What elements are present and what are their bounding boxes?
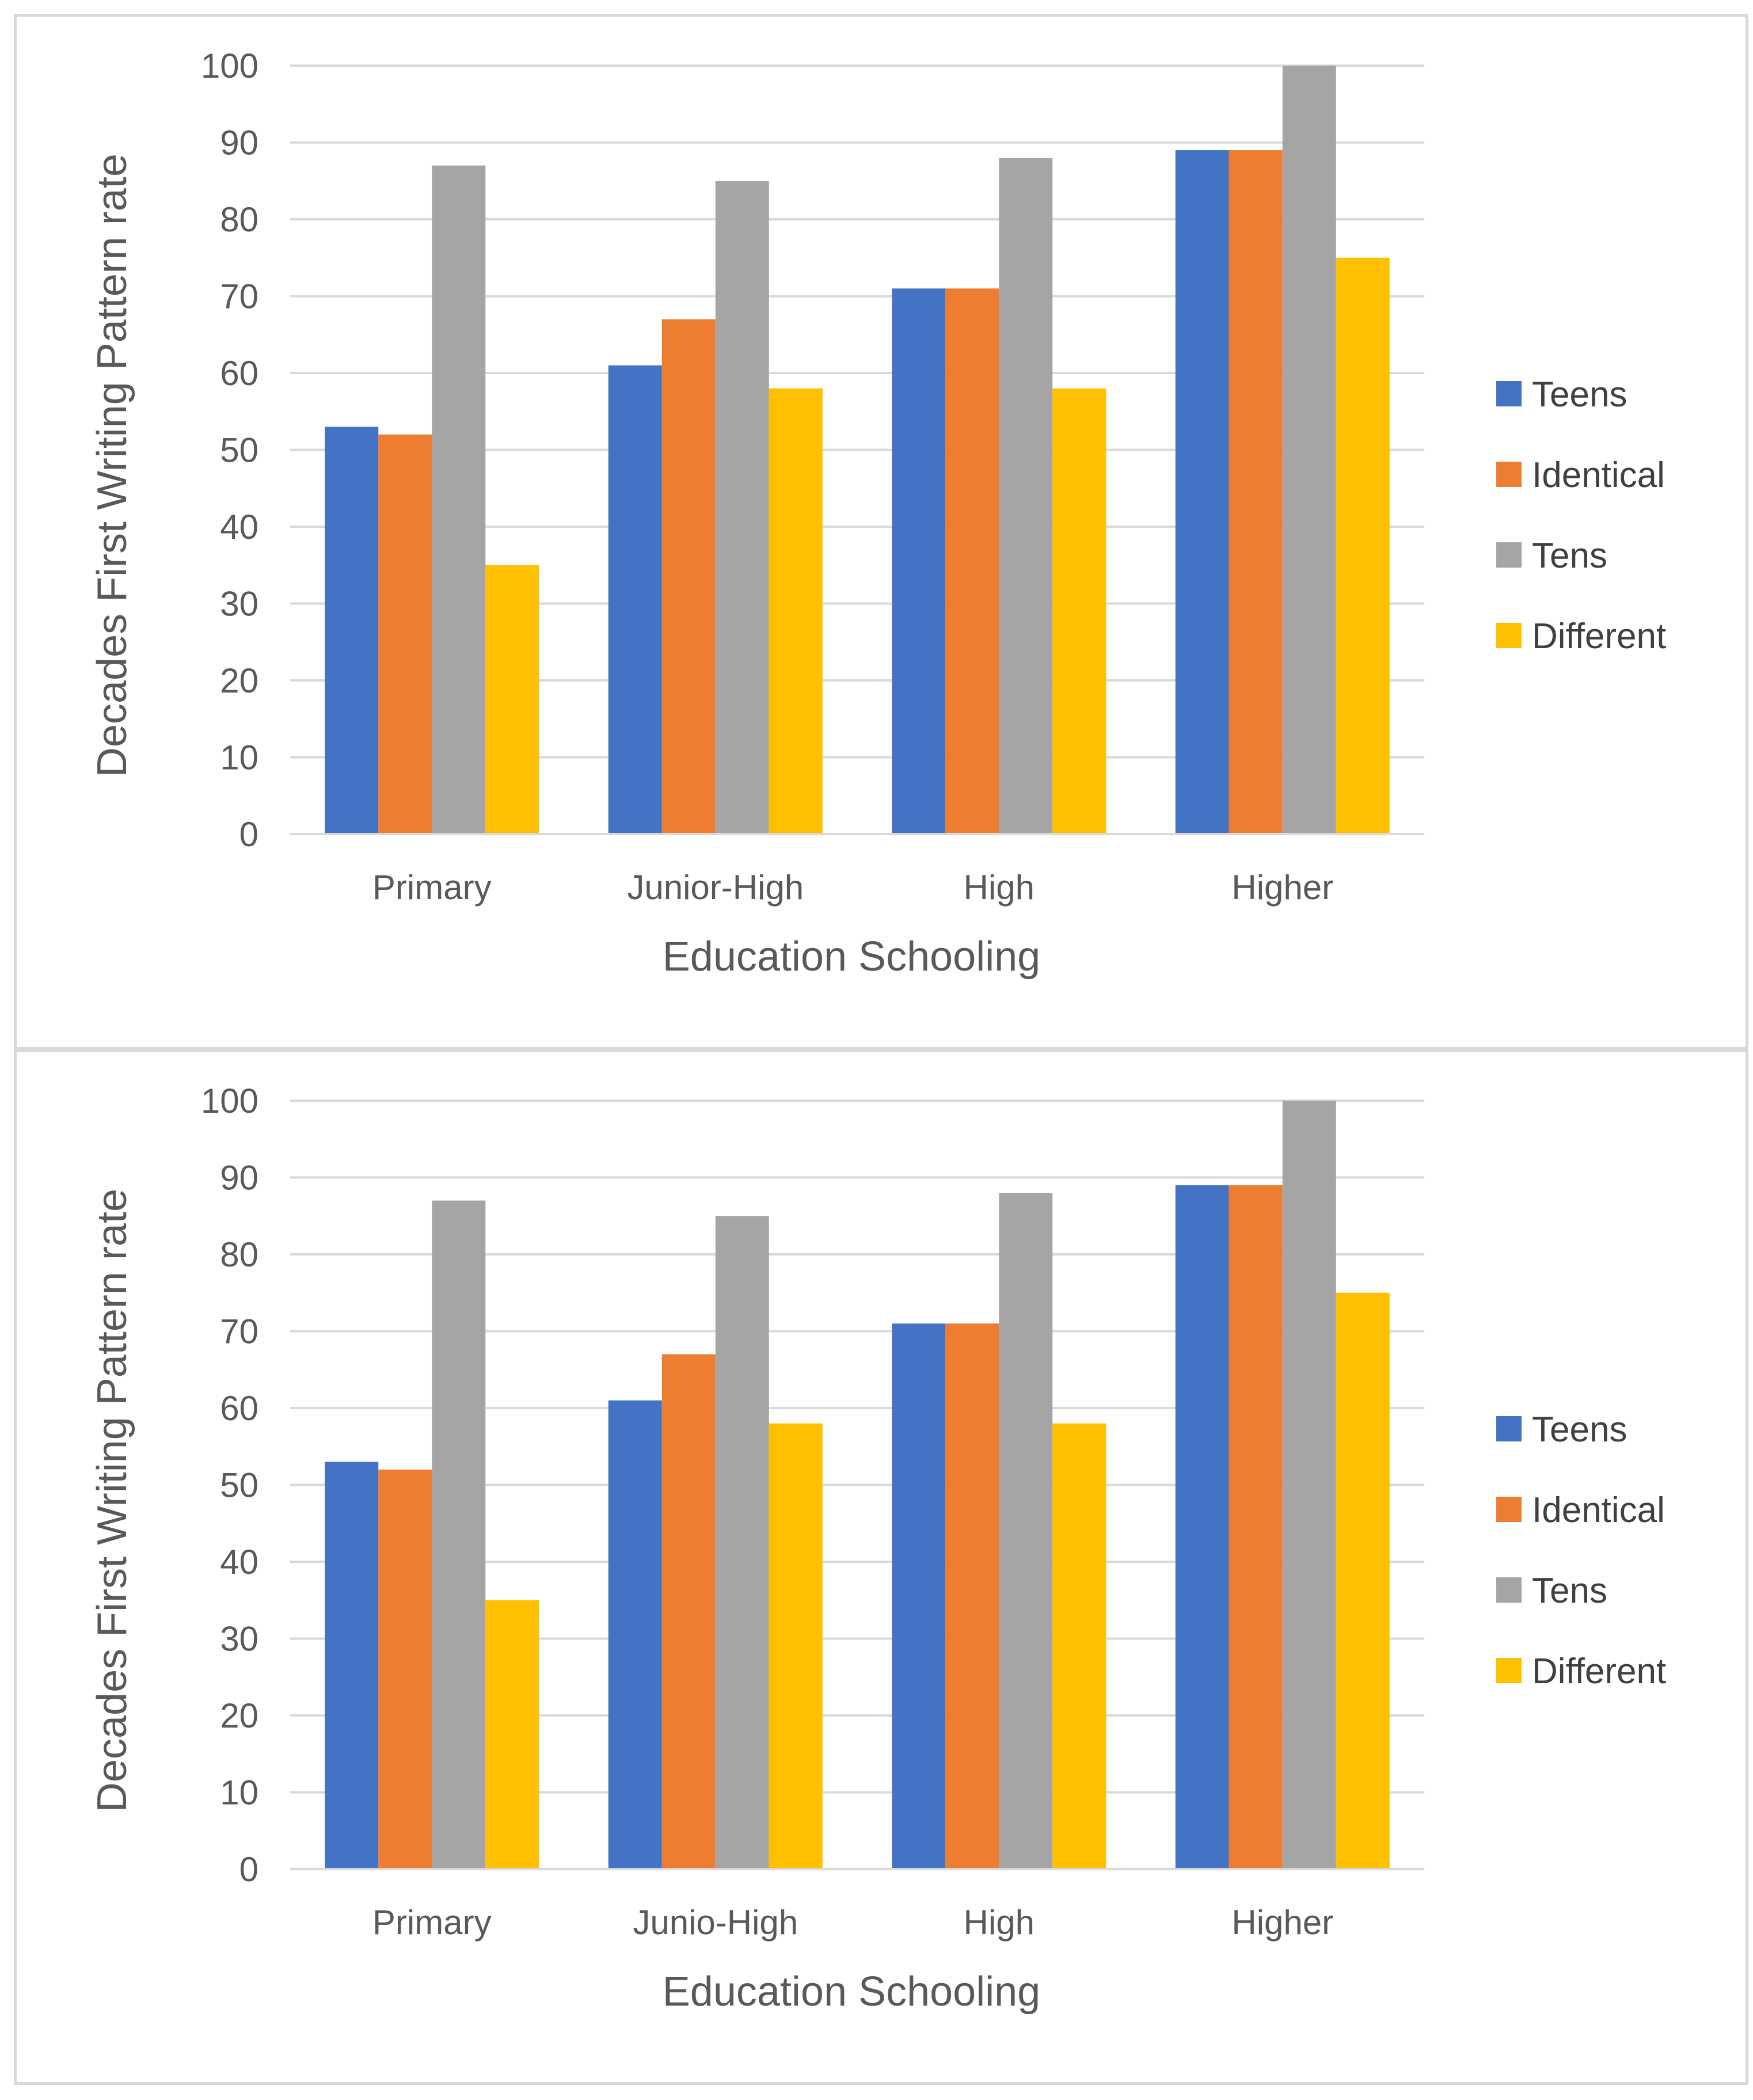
y-tick-label: 80 (220, 200, 258, 239)
y-tick-label: 80 (220, 1235, 258, 1274)
y-tick-label: 60 (220, 1389, 258, 1428)
legend-label-tens: Tens (1532, 1571, 1607, 1611)
legend-label-different: Different (1532, 617, 1666, 656)
legend-label-teens: Teens (1532, 375, 1627, 414)
bar-tens-1 (432, 1200, 486, 1869)
bar-teens-3 (892, 1323, 946, 1869)
y-tick-label: 50 (220, 1466, 258, 1505)
legend-swatch-different (1496, 623, 1522, 648)
bar-teens-2 (608, 1400, 662, 1869)
y-axis-title: Decades First Writing Pattern rate (89, 154, 135, 777)
y-tick-label: 100 (201, 47, 258, 85)
bar-identical-3 (945, 288, 999, 834)
y-tick-label: 50 (220, 431, 258, 470)
bar-teens-2 (608, 365, 662, 834)
y-tick-label: 0 (239, 1850, 258, 1889)
y-tick-label: 10 (220, 1774, 258, 1812)
legend-swatch-teens (1496, 381, 1522, 406)
legend-label-different: Different (1532, 1652, 1666, 1691)
y-tick-label: 20 (220, 661, 258, 700)
bar-different-3 (1052, 1423, 1106, 1869)
chart-panel-bottom: 0 10 20 30 40 50 60 70 80 90 100 Primary Junio-High H… (14, 1049, 1748, 2085)
y-tick-label: 30 (220, 1620, 258, 1658)
legend-label-tens: Tens (1532, 536, 1607, 576)
y-tick-label: 0 (239, 815, 258, 854)
bar-different-4 (1336, 1292, 1390, 1869)
x-category-label: Higher (1231, 1903, 1333, 1942)
bar-teens-1 (325, 427, 379, 834)
bar-identical-4 (1229, 150, 1283, 835)
bar-teens-3 (892, 288, 946, 834)
bar-different-2 (769, 1423, 823, 1869)
legend-swatch-identical (1496, 1497, 1522, 1522)
bar-different-3 (1052, 388, 1106, 834)
legend-swatch-identical (1496, 462, 1522, 487)
chart-panel-top: 0 10 20 30 40 50 60 70 80 90 100 Primary Junior-High… (14, 14, 1748, 1050)
y-axis-title: Decades First Writing Pattern rate (89, 1189, 135, 1812)
bar-different-1 (485, 565, 539, 834)
legend-swatch-different (1496, 1658, 1522, 1683)
y-tick-label: 20 (220, 1696, 258, 1735)
y-tick-label: 90 (220, 1159, 258, 1197)
y-tick-label: 90 (220, 124, 258, 162)
legend-swatch-tens (1496, 542, 1522, 568)
x-axis-title: Education Schooling (663, 1969, 1040, 2015)
bar-tens-3 (999, 1193, 1053, 1869)
x-category-label: Junior-High (627, 868, 804, 907)
y-tick-label: 60 (220, 354, 258, 393)
x-category-label: Higher (1231, 868, 1333, 907)
bar-different-2 (769, 388, 823, 834)
bar-teens-1 (325, 1462, 379, 1869)
bar-identical-2 (661, 1354, 716, 1869)
legend-swatch-teens (1496, 1416, 1522, 1441)
x-category-label: High (964, 868, 1035, 907)
y-tick-label: 30 (220, 585, 258, 623)
y-tick-label: 100 (201, 1082, 258, 1120)
y-tick-label: 40 (220, 1543, 258, 1581)
x-category-label: Primary (372, 868, 492, 907)
bar-tens-4 (1282, 66, 1336, 834)
bar-identical-3 (945, 1323, 999, 1869)
legend-label-identical: Identical (1532, 1490, 1665, 1530)
bar-tens-2 (715, 1216, 769, 1869)
bar-tens-1 (432, 165, 486, 834)
bar-teens-4 (1175, 150, 1229, 835)
y-tick-label: 40 (220, 508, 258, 546)
x-category-label: High (964, 1903, 1035, 1942)
legend-label-teens: Teens (1532, 1410, 1627, 1450)
x-category-label: Primary (372, 1903, 492, 1942)
bar-identical-2 (661, 319, 716, 834)
y-tick-label: 10 (220, 739, 258, 777)
x-axis-title: Education Schooling (663, 934, 1040, 980)
bar-chart-top: 0 10 20 30 40 50 60 70 80 90 100 Primary Junior-High… (89, 47, 1666, 980)
y-tick-label: 70 (220, 1312, 258, 1351)
bar-tens-2 (715, 181, 769, 834)
bar-different-1 (485, 1600, 539, 1869)
legend-label-identical: Identical (1532, 455, 1665, 495)
bar-identical-1 (378, 434, 432, 834)
bar-identical-1 (378, 1469, 432, 1869)
bar-different-4 (1336, 257, 1390, 834)
y-tick-label: 70 (220, 277, 258, 316)
x-category-label: Junio-High (633, 1903, 798, 1942)
bar-chart-bottom: 0 10 20 30 40 50 60 70 80 90 100 Primary Junio-High H… (89, 1082, 1666, 2015)
legend-swatch-tens (1496, 1577, 1522, 1603)
bar-tens-3 (999, 158, 1053, 835)
bar-identical-4 (1229, 1185, 1283, 1869)
bar-tens-4 (1282, 1101, 1336, 1869)
bar-teens-4 (1175, 1185, 1229, 1869)
